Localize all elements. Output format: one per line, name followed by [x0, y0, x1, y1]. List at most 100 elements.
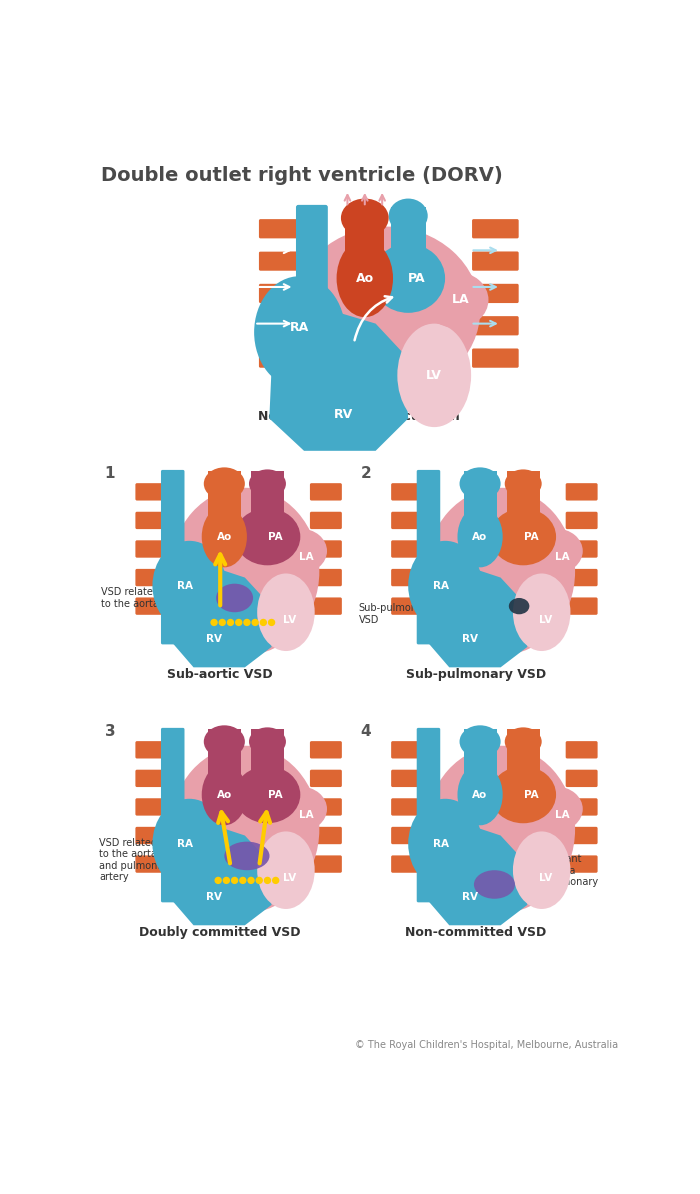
Text: RV: RV	[462, 892, 478, 901]
Text: 3: 3	[104, 724, 116, 739]
Circle shape	[218, 618, 226, 626]
Text: LV: LV	[426, 369, 442, 382]
Text: Double outlet right ventricle (DORV): Double outlet right ventricle (DORV)	[102, 166, 503, 185]
Polygon shape	[169, 567, 272, 667]
Ellipse shape	[204, 467, 245, 500]
FancyBboxPatch shape	[259, 252, 298, 271]
Text: LV: LV	[284, 615, 297, 626]
FancyBboxPatch shape	[566, 484, 598, 500]
Ellipse shape	[459, 467, 500, 500]
Circle shape	[235, 618, 242, 626]
Text: © The Royal Children's Hospital, Melbourne, Australia: © The Royal Children's Hospital, Melbour…	[355, 1040, 618, 1051]
FancyBboxPatch shape	[310, 484, 342, 500]
FancyBboxPatch shape	[566, 855, 598, 873]
FancyBboxPatch shape	[472, 220, 519, 239]
Text: LA: LA	[452, 294, 469, 307]
Polygon shape	[270, 310, 408, 451]
Ellipse shape	[513, 573, 570, 651]
Ellipse shape	[216, 584, 253, 613]
Ellipse shape	[249, 727, 286, 756]
Text: 2: 2	[360, 466, 371, 481]
Bar	[251, 730, 284, 805]
FancyBboxPatch shape	[566, 597, 598, 615]
FancyBboxPatch shape	[472, 284, 519, 303]
FancyBboxPatch shape	[391, 512, 419, 529]
Text: 4: 4	[360, 724, 371, 739]
Ellipse shape	[293, 227, 480, 395]
Text: Non-committed VSD: Non-committed VSD	[405, 927, 547, 940]
Ellipse shape	[224, 842, 270, 870]
Text: LV: LV	[284, 873, 297, 884]
Text: LA: LA	[299, 810, 314, 820]
Text: Ao: Ao	[217, 789, 232, 800]
Text: RA: RA	[433, 580, 449, 591]
FancyBboxPatch shape	[566, 741, 598, 758]
Ellipse shape	[170, 488, 319, 656]
Circle shape	[214, 876, 222, 884]
Circle shape	[251, 618, 259, 626]
Bar	[251, 472, 284, 547]
FancyBboxPatch shape	[566, 826, 598, 844]
Text: VSD related
to the aorta
and pulmonary
artery: VSD related to the aorta and pulmonary a…	[99, 837, 179, 882]
FancyBboxPatch shape	[391, 826, 419, 844]
Ellipse shape	[513, 831, 570, 909]
Ellipse shape	[389, 198, 428, 233]
Ellipse shape	[202, 764, 247, 825]
FancyBboxPatch shape	[310, 855, 342, 873]
FancyBboxPatch shape	[472, 349, 519, 368]
Ellipse shape	[202, 506, 247, 567]
Ellipse shape	[408, 799, 482, 888]
Ellipse shape	[257, 573, 315, 651]
FancyBboxPatch shape	[135, 826, 162, 844]
Ellipse shape	[505, 469, 542, 498]
Ellipse shape	[204, 725, 245, 758]
Text: RV: RV	[462, 634, 478, 644]
Text: LV: LV	[539, 615, 552, 626]
FancyBboxPatch shape	[416, 470, 440, 645]
Ellipse shape	[408, 541, 482, 630]
FancyBboxPatch shape	[135, 512, 162, 529]
FancyBboxPatch shape	[135, 568, 162, 586]
FancyBboxPatch shape	[391, 799, 419, 816]
Bar	[391, 208, 426, 291]
Ellipse shape	[426, 488, 575, 656]
Ellipse shape	[153, 541, 226, 630]
FancyBboxPatch shape	[391, 741, 419, 758]
FancyBboxPatch shape	[310, 741, 342, 758]
FancyBboxPatch shape	[391, 855, 419, 873]
FancyBboxPatch shape	[566, 512, 598, 529]
Polygon shape	[169, 825, 272, 925]
FancyBboxPatch shape	[296, 205, 328, 382]
Bar	[463, 472, 496, 547]
Circle shape	[223, 876, 230, 884]
Circle shape	[268, 618, 275, 626]
Ellipse shape	[398, 324, 471, 427]
Ellipse shape	[234, 509, 300, 565]
Ellipse shape	[474, 870, 515, 899]
Ellipse shape	[424, 272, 489, 328]
Bar	[463, 730, 496, 805]
FancyBboxPatch shape	[135, 541, 162, 558]
Text: LA: LA	[299, 552, 314, 562]
FancyBboxPatch shape	[566, 568, 598, 586]
Ellipse shape	[505, 727, 542, 756]
FancyBboxPatch shape	[135, 597, 162, 615]
Text: Ao: Ao	[473, 531, 488, 542]
FancyBboxPatch shape	[416, 728, 440, 903]
Text: RV: RV	[206, 634, 222, 644]
Text: Sub-pulmonary
VSD: Sub-pulmonary VSD	[358, 591, 473, 626]
Circle shape	[247, 876, 255, 884]
FancyBboxPatch shape	[259, 316, 298, 336]
Circle shape	[239, 876, 246, 884]
FancyBboxPatch shape	[391, 541, 419, 558]
Ellipse shape	[490, 509, 556, 565]
Text: RA: RA	[177, 838, 193, 849]
FancyBboxPatch shape	[135, 770, 162, 787]
Text: Normal heart and circulation: Normal heart and circulation	[258, 411, 460, 424]
Ellipse shape	[170, 746, 319, 913]
Ellipse shape	[509, 598, 529, 614]
Text: Sub-pulmonary VSD: Sub-pulmonary VSD	[406, 669, 546, 682]
Ellipse shape	[257, 831, 315, 909]
FancyBboxPatch shape	[566, 799, 598, 816]
Text: PA: PA	[268, 789, 283, 800]
